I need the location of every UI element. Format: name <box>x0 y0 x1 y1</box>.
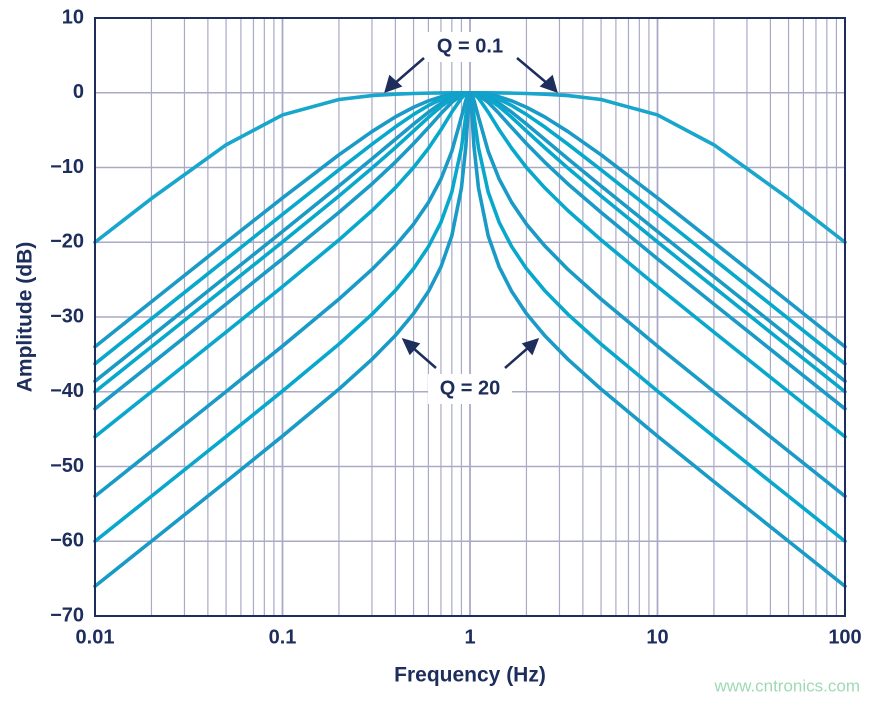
watermark: www.cntronics.com <box>714 676 860 695</box>
y-tick-label: 10 <box>62 6 84 28</box>
x-tick-label: 0.01 <box>76 626 115 648</box>
arrow <box>516 57 549 85</box>
annotation-bg <box>428 374 512 404</box>
arrow-head <box>539 74 558 93</box>
arrow-head <box>521 338 540 356</box>
x-tick-label: 0.1 <box>269 626 297 648</box>
ticks: 0.01 0.1 1 10 100 −70 −60 −50 −40 −30 −20 −10 0 10 <box>50 6 862 648</box>
annotation-arrows <box>401 338 540 369</box>
x-tick-label: 10 <box>646 626 668 648</box>
y-axis-label: Amplitude (dB) <box>14 242 37 392</box>
x-tick-label: 1 <box>464 626 475 648</box>
y-tick-label: −30 <box>50 305 84 327</box>
y-tick-label: −10 <box>50 156 84 178</box>
arrow <box>411 346 437 369</box>
curves <box>93 90 847 589</box>
annotation: Q = 20 <box>440 377 501 399</box>
y-tick-label: −70 <box>50 604 84 626</box>
x-tick-label: 100 <box>828 626 861 648</box>
arrow <box>393 57 425 85</box>
y-tick-label: −20 <box>50 231 84 253</box>
arrow-head <box>401 338 421 356</box>
y-tick-label: −60 <box>50 530 84 552</box>
annotation-bg <box>425 32 515 62</box>
x-axis-label: Frequency (Hz) <box>394 664 546 687</box>
y-tick-label: −40 <box>50 380 84 402</box>
plot-frame <box>94 17 846 617</box>
arrow-head <box>384 74 403 93</box>
annotation: Q = 0.1 <box>437 35 503 57</box>
y-tick-label: −50 <box>50 455 84 477</box>
curve <box>93 90 847 589</box>
y-tick-label: 0 <box>73 81 84 103</box>
arrow <box>504 346 530 369</box>
annotation-arrows <box>384 57 558 93</box>
